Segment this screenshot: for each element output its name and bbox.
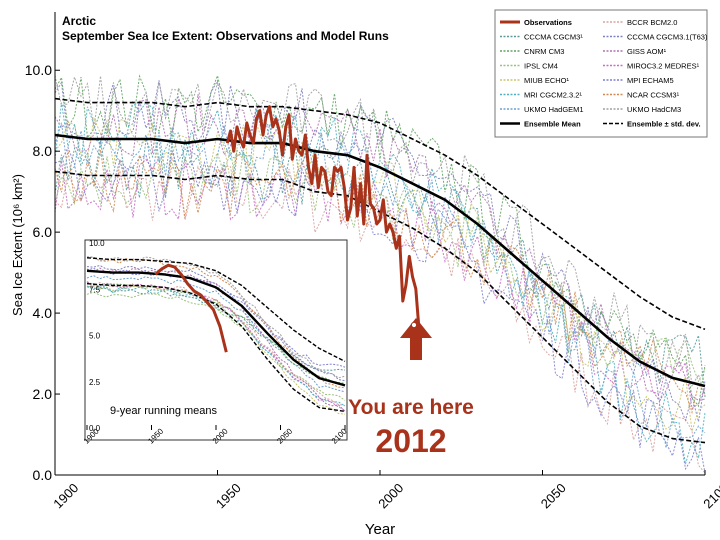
current-point-marker <box>410 321 418 329</box>
you-are-here-annotation: You are here 2012 <box>348 318 474 459</box>
inset-model-run-line <box>86 264 346 382</box>
legend-label: Observations <box>524 18 572 27</box>
legend-label: NCAR CCSM3¹ <box>627 91 680 100</box>
inset-observations-line <box>154 263 228 353</box>
inset-series-layer <box>86 257 346 413</box>
legend-label: Ensemble Mean <box>524 120 581 129</box>
y-tick-label: 10.0 <box>25 62 52 78</box>
model-run-line <box>54 155 706 410</box>
inset-model-run-line <box>86 275 346 393</box>
inset-y-tick-label: 7.5 <box>89 285 101 294</box>
inset-title: 9-year running means <box>110 405 218 417</box>
y-tick-label: 0.0 <box>33 467 53 483</box>
legend-label: UKMO HadCM3 <box>627 105 681 114</box>
inset-ensemble-mean-line <box>86 269 346 387</box>
y-tick-label: 6.0 <box>33 224 53 240</box>
model-run-line <box>54 165 706 474</box>
y-tick-label: 2.0 <box>33 386 53 402</box>
x-tick-label: 2050 <box>538 480 569 511</box>
legend-label: MPI ECHAM5 <box>627 76 674 85</box>
legend-label: GISS AOM¹ <box>627 47 667 56</box>
model-run-line <box>54 75 706 397</box>
ensemble-std-dev-line <box>54 97 706 331</box>
x-tick-label: 2000 <box>375 480 406 511</box>
legend: Observations BCCR BCM2.0 CCCMA CGCM3¹ CCCMA… <box>494 9 708 138</box>
ensemble-mean-line <box>54 133 706 388</box>
legend-box <box>494 9 708 138</box>
y-tick-label: 8.0 <box>33 143 53 159</box>
model-run-line <box>54 116 706 432</box>
inset-std-dev-line <box>86 283 346 413</box>
inset-y-tick-label: 0.0 <box>89 424 101 433</box>
model-run-line <box>54 138 706 398</box>
model-run-line <box>54 101 706 465</box>
legend-label: BCCR BCM2.0 <box>627 18 677 27</box>
legend-label: IPSL CM4 <box>524 62 558 71</box>
annotation-line-1: You are here <box>348 396 474 419</box>
inset-y-tick-label: 5.0 <box>89 332 101 341</box>
chart-subtitle: September Sea Ice Extent: Observations a… <box>62 29 389 43</box>
x-tick-label: 1950 <box>213 480 244 511</box>
down-arrow-icon <box>400 318 432 360</box>
main-series-layer <box>54 97 706 444</box>
legend-label: MRI CGCM2.3.2¹ <box>524 91 582 100</box>
y-axis-label: Sea Ice Extent (10⁶ km²) <box>10 174 25 316</box>
annotation-year: 2012 <box>375 423 446 459</box>
inset-std-dev-line <box>86 257 346 363</box>
y-tick-label: 4.0 <box>33 305 53 321</box>
legend-items: Observations BCCR BCM2.0 CCCMA CGCM3¹ CCCMA… <box>500 18 708 129</box>
legend-label: Ensemble ± std. dev. <box>627 120 701 129</box>
legend-label: CCCMA CGCM3.1(T63) <box>627 33 708 42</box>
legend-label: MIROC3.2 MEDRES¹ <box>627 62 700 71</box>
inset-y-tick-label: 10.0 <box>89 239 105 248</box>
inset-model-run-line <box>86 291 346 401</box>
inset-model-run-line <box>86 281 346 411</box>
legend-label: CNRM CM3 <box>524 47 564 56</box>
inset-model-run-line <box>86 284 346 415</box>
legend-label: UKMO HadGEM1 <box>524 105 584 114</box>
legend-label: CCCMA CGCM3¹ <box>524 33 583 42</box>
x-tick-label: 2100 <box>700 480 720 511</box>
x-axis-label: Year <box>365 521 395 538</box>
inset-y-tick-label: 2.5 <box>89 378 101 387</box>
observations-line <box>225 105 421 330</box>
chart-title: Arctic <box>62 14 96 28</box>
legend-label: MIUB ECHO¹ <box>524 76 570 85</box>
x-tick-label: 1900 <box>50 480 81 511</box>
